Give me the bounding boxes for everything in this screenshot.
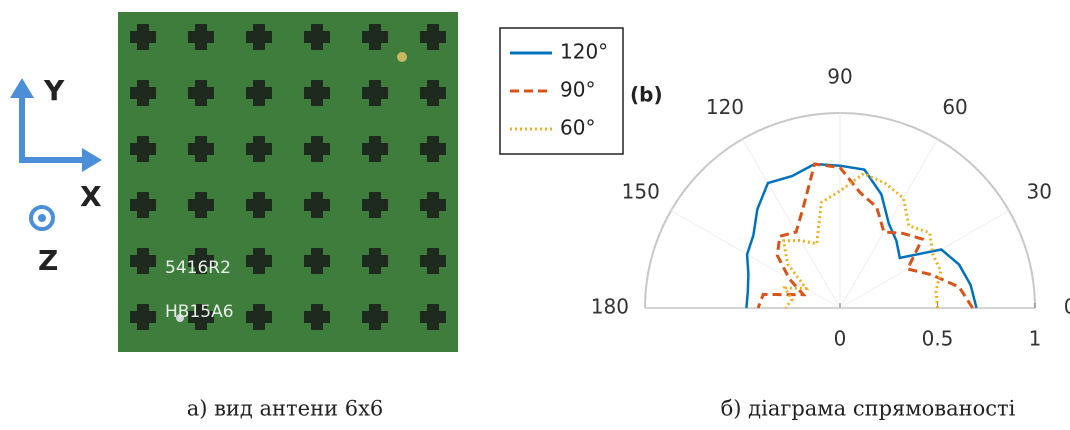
theta-tick-label: 120	[706, 95, 744, 119]
series-line	[758, 164, 973, 308]
y-arrowhead	[10, 78, 34, 98]
board-label: HB15A6	[165, 302, 234, 322]
x-arrowhead	[82, 148, 102, 172]
panel-label: (b)	[630, 83, 663, 107]
legend-label: 60°	[560, 116, 595, 140]
axis-label: X	[80, 180, 102, 213]
theta-tick-label: 30	[1027, 179, 1052, 203]
legend-label: 90°	[560, 78, 595, 102]
antenna-board	[118, 12, 458, 352]
board-label: 5416R2	[165, 258, 231, 278]
board-dot	[397, 52, 407, 62]
axis-label: Y	[43, 74, 65, 107]
caption: а) вид антени 6х6	[187, 397, 384, 421]
r-tick-label: 0.5	[922, 327, 954, 351]
figure-canvas: 5416R2 HB15A6 Y X Z а) вид антени 6х6 б)…	[0, 0, 1070, 430]
grid-line	[840, 211, 1009, 309]
legend-label: 120°	[560, 40, 608, 64]
r-tick-label: 0	[834, 327, 847, 351]
theta-tick-label: 150	[622, 179, 660, 203]
theta-tick-label: 90	[827, 64, 852, 88]
z-symbol	[38, 214, 46, 222]
theta-tick-label: 0	[1064, 295, 1070, 319]
axis-label: Z	[38, 244, 58, 277]
theta-tick-label: 60	[942, 95, 967, 119]
figure: 5416R2 HB15A6 Y X Z а) вид антени 6х6 б)…	[0, 0, 1070, 430]
r-tick-label: 1	[1029, 327, 1042, 351]
caption: б) діаграма спрямованості	[721, 397, 1016, 421]
theta-tick-label: 180	[591, 295, 629, 319]
